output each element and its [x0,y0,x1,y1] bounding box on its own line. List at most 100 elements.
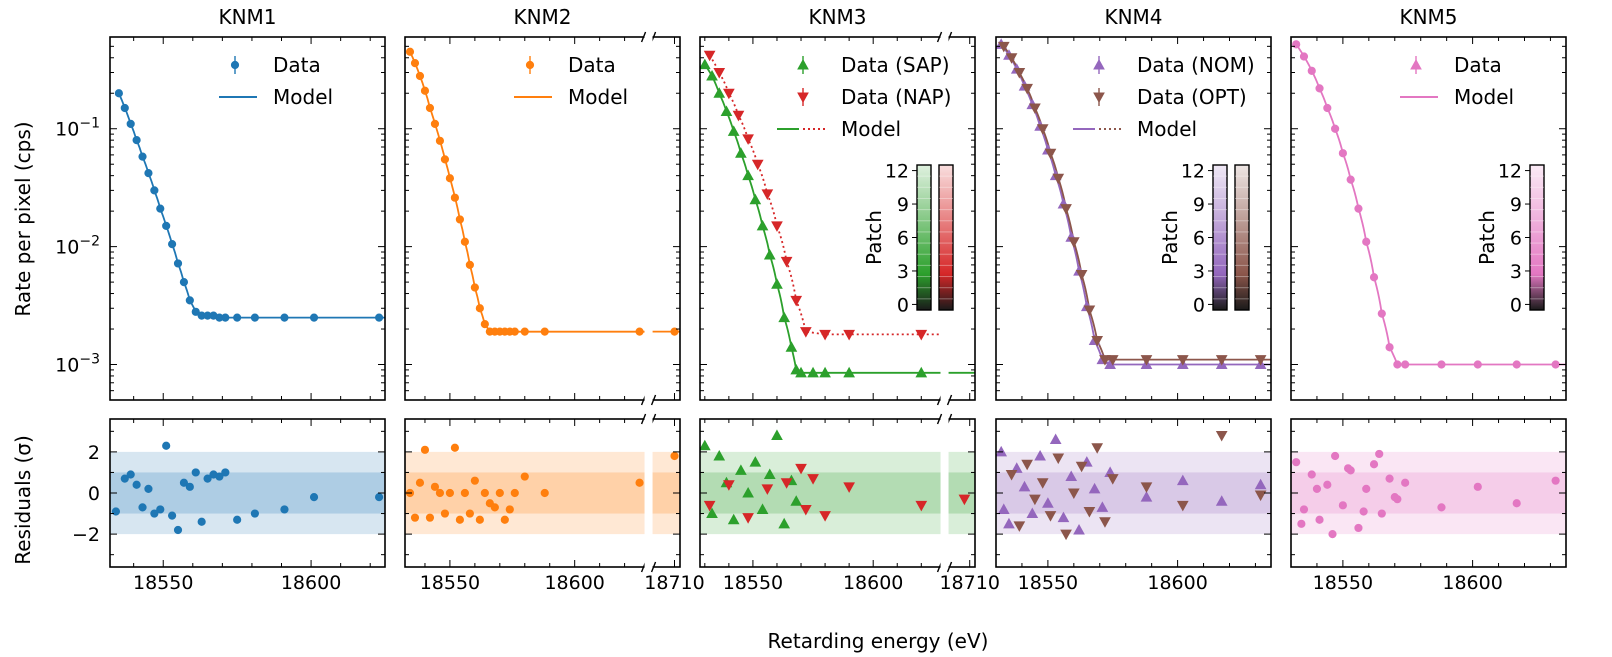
panel-knm2: KNM2 18550 18600 18710 Data Model [404,5,705,594]
data-point [470,476,479,485]
data-point [1049,433,1062,445]
data-point [435,136,445,145]
data-point [756,219,769,231]
data-point [1093,92,1105,104]
panel-title: KNM1 [218,5,276,29]
panel-title: KNM2 [513,5,571,29]
data-point [233,515,242,524]
data-point [1036,124,1049,135]
colorbar-tick-label: 3 [1510,261,1522,283]
data-point [1042,497,1054,508]
colorbar-tick-label: 12 [885,161,909,183]
data-point [843,366,855,378]
data-point [749,456,762,467]
data-point [1093,58,1105,70]
data-point [480,320,489,329]
data-point [179,278,189,287]
data-point [1099,355,1111,366]
data-point [1312,484,1322,493]
data-point [1512,499,1521,508]
data-point [1307,66,1316,75]
data-point [771,429,783,440]
data-point [1140,482,1153,493]
data-point [727,125,740,136]
data-point [1088,482,1101,494]
data-point [700,439,711,451]
data-point [1215,495,1228,506]
data-point [1328,530,1337,539]
axis-break-mark [650,394,657,406]
legend-label: Model [273,85,333,109]
data-point [1369,273,1379,282]
legend-label: Data (OPT) [1137,85,1247,109]
data-point [541,368,551,377]
data-point [510,327,519,336]
data-point [1067,488,1080,500]
data-point [425,103,435,113]
data-point [465,509,474,518]
data-point [1254,490,1267,502]
data-point [1052,453,1065,465]
data-point [250,313,259,322]
data-point [1052,173,1065,185]
data-point [1377,309,1386,318]
residual-points [700,429,971,529]
data-point [500,515,509,524]
data-point [425,513,435,522]
data-point [215,472,224,481]
data-point [785,341,798,352]
data-point [167,240,177,249]
data-point [790,495,803,506]
colorbar: 0 3 6 9 12 Patch [1475,161,1545,316]
data-point [1060,529,1072,541]
legend: Data Model [219,53,333,109]
data-point [915,500,928,512]
data-point [1003,517,1015,529]
data-point [111,507,121,516]
data-point [819,329,831,341]
data-point [732,110,745,122]
y-tick-label: 2 [88,442,100,464]
data-point [495,488,504,498]
x-tick-label: 18600 [843,572,903,594]
axis-break-gap [940,420,949,566]
data-point [450,193,460,202]
data-point [1065,470,1078,482]
data-point [540,327,549,336]
model-lines [409,51,680,333]
data-point [1176,500,1189,512]
data-point [1323,103,1332,113]
data-point [742,486,754,498]
data-points [996,38,1267,370]
x-axis-label: Retarding energy (eV) [768,629,989,653]
data-point [1057,511,1070,523]
data-point [144,169,153,178]
axis-break-gap [940,397,949,403]
data-point [1005,470,1018,481]
panel-title: KNM5 [1399,5,1457,29]
colorbar-strip [916,164,932,311]
data-point [799,504,812,516]
data-point [1018,480,1031,492]
x-tick-label: 18550 [1018,572,1078,594]
data-point [843,482,855,493]
axis-break-gap [940,564,949,570]
data-point [1354,523,1363,533]
sigma-bands [1291,451,1566,535]
data-points [1292,40,1560,369]
panel-title: KNM4 [1104,5,1162,29]
data-point [1473,482,1482,491]
data-point [1315,84,1324,93]
data-point [505,505,514,514]
y-axis-label-bottom: Residuals (σ) [11,435,35,565]
legend-label: Model [568,85,628,109]
x-tick-label: 18550 [1313,572,1373,594]
data-point [374,493,384,502]
data-point [191,307,200,316]
data-point [771,278,783,289]
data-point [1401,360,1410,369]
data-point [778,311,791,323]
data-point [1437,503,1446,512]
data-point [1315,515,1324,524]
